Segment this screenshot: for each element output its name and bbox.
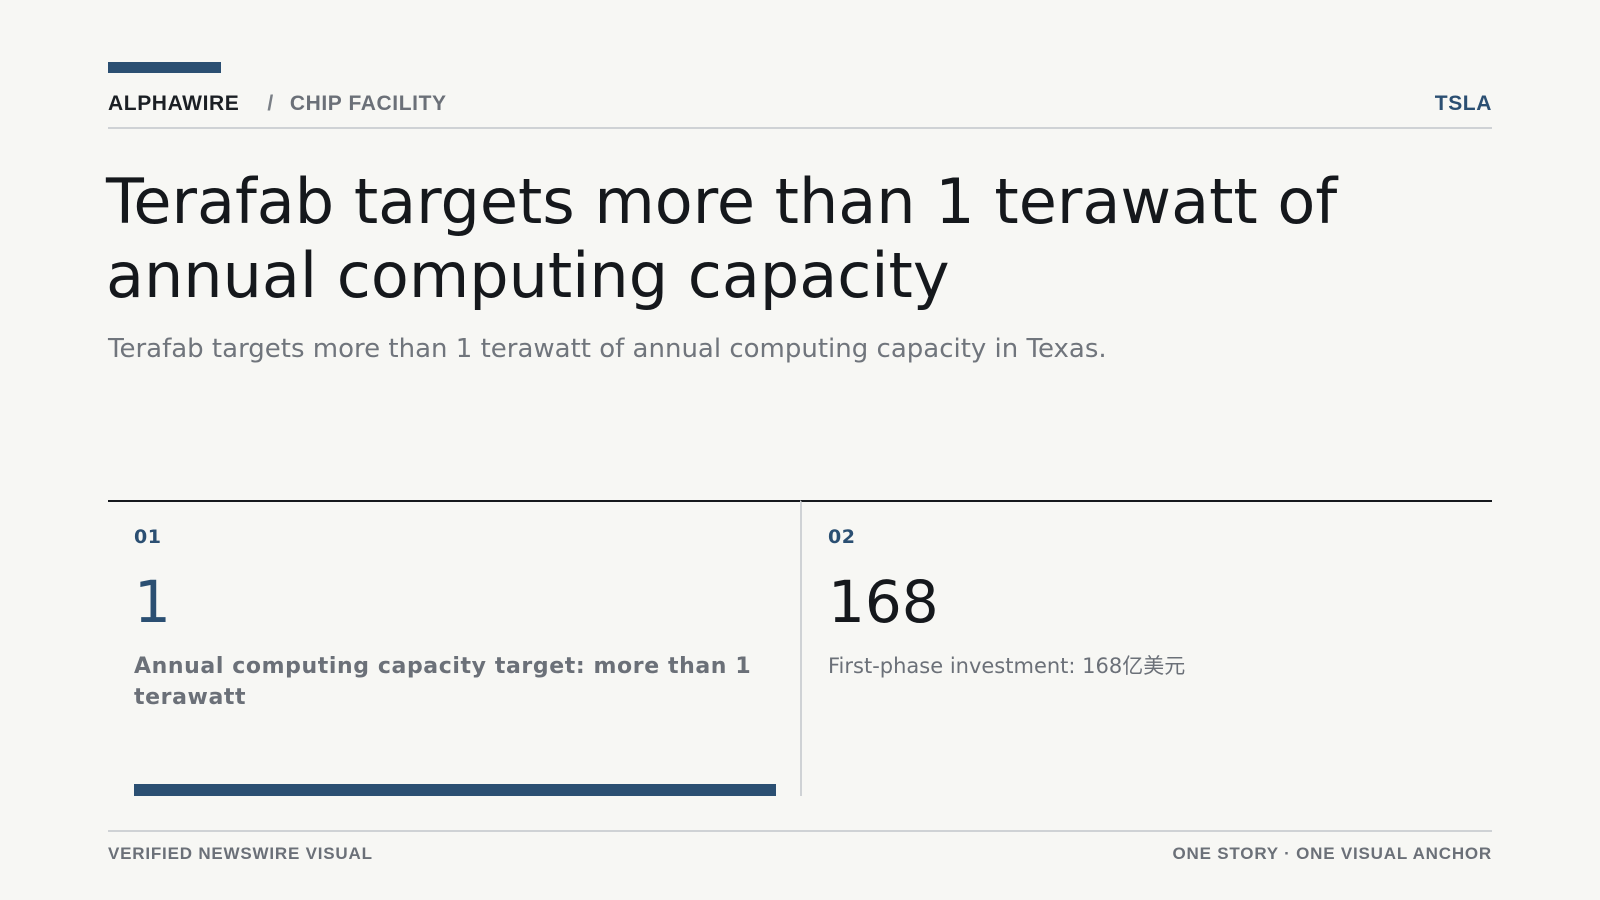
stat-card-capacity: 01 1 Annual computing capacity target: m… (108, 500, 800, 796)
headline: Terafab targets more than 1 terawatt of … (106, 165, 1338, 312)
stat-value: 168 (828, 568, 939, 636)
subheadline: Terafab targets more than 1 terawatt of … (108, 334, 1107, 364)
stat-card-investment: 02 168 First-phase investment: 168亿美元 (800, 500, 1492, 796)
header-bar: ALPHAWIRE / CHIP FACILITY TSLA (108, 92, 1492, 116)
brand-name: ALPHAWIRE (108, 92, 240, 115)
stat-index: 02 (828, 526, 856, 548)
footer-right-label: ONE STORY · ONE VISUAL ANCHOR (1172, 844, 1492, 863)
stat-label: First-phase investment: 168亿美元 (828, 654, 1186, 678)
header-divider (108, 127, 1492, 129)
footer-left-label: VERIFIED NEWSWIRE VISUAL (108, 844, 373, 863)
capacity-progress-bar (134, 784, 776, 796)
breadcrumb-separator: / (267, 92, 274, 115)
stats-grid: 01 1 Annual computing capacity target: m… (108, 500, 1492, 796)
footer: VERIFIED NEWSWIRE VISUAL ONE STORY · ONE… (108, 844, 1492, 864)
accent-bar (108, 62, 221, 73)
stat-value: 1 (134, 568, 171, 636)
section-label: CHIP FACILITY (289, 92, 447, 115)
stat-label: Annual computing capacity target: more t… (134, 654, 752, 710)
capacity-progress-fill (134, 784, 776, 796)
stock-ticker: TSLA (1434, 92, 1492, 115)
footer-divider (108, 830, 1492, 832)
stat-index: 01 (134, 526, 162, 548)
breadcrumb: ALPHAWIRE / CHIP FACILITY (108, 92, 447, 116)
